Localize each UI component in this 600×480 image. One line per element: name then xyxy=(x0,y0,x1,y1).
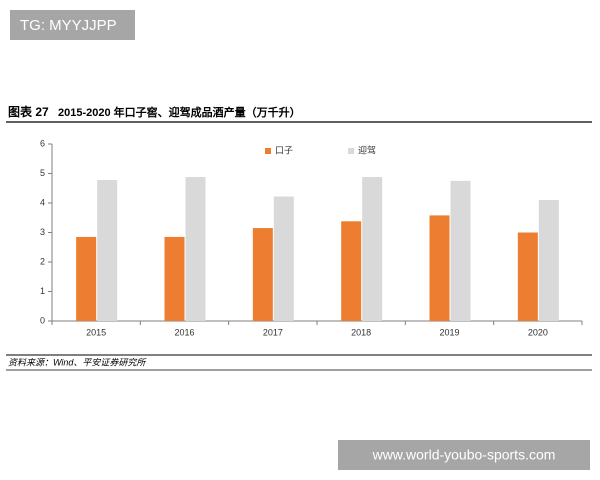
bar xyxy=(164,236,185,321)
source: 资料来源：Wind、平安证券研究所 xyxy=(8,357,147,367)
bar xyxy=(185,177,206,321)
x-tick-label: 2019 xyxy=(439,327,459,337)
chart-title: 2015-2020 年口子窖、迎驾成品酒产量（万千升） xyxy=(58,105,301,119)
y-tick-label: 0 xyxy=(40,315,45,325)
plot: 0 1 2 3 4 5 6 2015 2016 2017 2018 2019 2020 口子 迎驾 xyxy=(40,138,583,337)
bar xyxy=(273,196,294,321)
y-tick-label: 5 xyxy=(40,168,45,178)
x-tick-label: 2016 xyxy=(174,327,194,337)
y-tick-label: 1 xyxy=(40,286,45,296)
figure-label: 图表 27 xyxy=(8,104,49,119)
x-tick-label: 2018 xyxy=(351,327,371,337)
bar xyxy=(450,180,471,321)
y-tick-label: 3 xyxy=(40,227,45,237)
y-tick-label: 2 xyxy=(40,256,45,266)
y-tick-label: 6 xyxy=(40,138,45,148)
bar xyxy=(76,236,97,321)
x-tick-label: 2017 xyxy=(263,327,283,337)
legend-swatch xyxy=(265,148,271,154)
legend-label: 迎驾 xyxy=(358,144,376,155)
bar xyxy=(341,221,362,321)
bar xyxy=(252,228,273,321)
bar xyxy=(362,177,383,321)
bar xyxy=(538,200,559,321)
bar xyxy=(429,215,450,321)
legend-label: 口子 xyxy=(275,145,293,155)
watermark: TG: MYYJJPP xyxy=(20,17,117,34)
y-tick-label: 4 xyxy=(40,197,45,207)
bar xyxy=(97,179,118,321)
watermark: www.world-youbo-sports.com xyxy=(372,447,556,463)
legend-swatch xyxy=(348,148,354,154)
bar xyxy=(517,232,538,321)
x-tick-label: 2015 xyxy=(86,327,106,337)
x-tick-label: 2020 xyxy=(528,327,548,337)
watermark-box xyxy=(10,10,135,40)
watermark-box xyxy=(338,440,590,470)
